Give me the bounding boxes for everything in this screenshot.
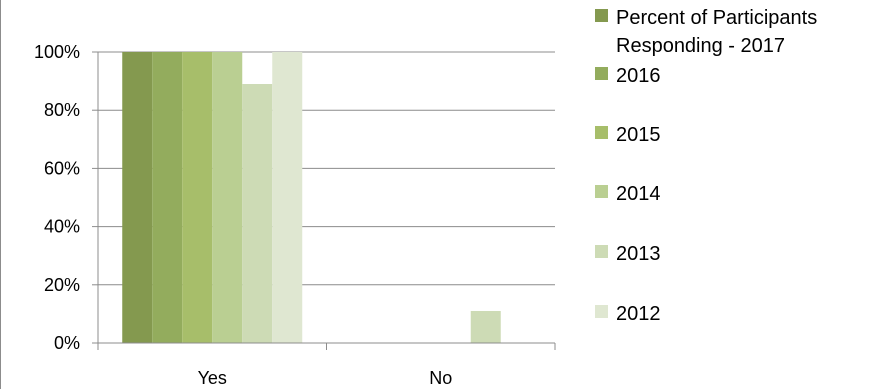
bar-no-series-4 — [470, 310, 501, 343]
bar-yes-series-3 — [212, 52, 243, 343]
y-tick-label: 60% — [44, 158, 80, 178]
y-tick-label: 100% — [34, 42, 80, 62]
bar-yes-series-5 — [272, 52, 303, 343]
legend-label: Percent of Participants Responding - 2017 — [616, 7, 817, 57]
legend-label: 2015 — [616, 124, 661, 146]
legend-label: 2012 — [616, 303, 661, 325]
x-tick-label: No — [429, 368, 452, 388]
y-tick-label: 40% — [44, 217, 80, 237]
y-tick-label: 80% — [44, 100, 80, 120]
legend: Percent of Participants Responding - 2017… — [595, 7, 817, 325]
legend-label: 2016 — [616, 65, 661, 87]
bar-yes-series-0 — [122, 52, 153, 343]
x-axis: Yes No — [97, 342, 556, 388]
bar-yes-series-4 — [242, 84, 273, 343]
legend-label: 2013 — [616, 243, 661, 265]
legend-swatch — [595, 185, 608, 198]
legend-swatch — [595, 305, 608, 318]
y-tick-label: 20% — [44, 275, 80, 295]
legend-swatch — [595, 245, 608, 258]
legend-swatch — [595, 126, 608, 139]
bar-yes-series-1 — [152, 52, 183, 343]
frame-left-edge — [0, 0, 1, 389]
bar-yes-series-2 — [182, 52, 213, 343]
legend-swatch — [595, 9, 608, 22]
x-tick-label: Yes — [198, 368, 227, 388]
y-axis: 0% 20% 40% 60% 80% 100% — [34, 42, 99, 353]
legend-swatch — [595, 67, 608, 80]
legend-label: 2014 — [616, 183, 661, 205]
y-tick-label: 0% — [54, 333, 80, 353]
bars — [122, 52, 501, 343]
